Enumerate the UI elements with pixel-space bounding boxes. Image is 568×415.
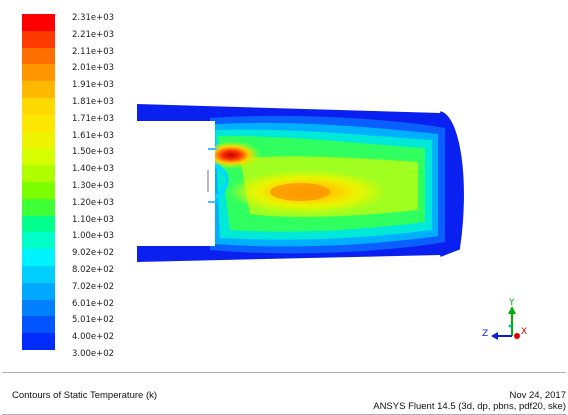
flame-front — [207, 141, 267, 169]
colorbar-segment — [22, 47, 55, 65]
z-axis-label: Z — [482, 329, 489, 339]
colorbar-label: 1.30e+03 — [72, 180, 115, 191]
plot-footer: Contours of Static Temperature (k) Nov 2… — [2, 372, 566, 415]
colorbar-segment — [22, 181, 55, 199]
colorbar — [22, 14, 55, 350]
colorbar-segment — [22, 198, 55, 216]
colorbar-label: 6.01e+02 — [72, 298, 115, 309]
inlet-jet — [215, 163, 229, 200]
y-axis-arrow — [508, 306, 516, 314]
colorbar-label: 1.20e+03 — [72, 197, 115, 208]
colorbar-label: 1.10e+03 — [72, 214, 115, 225]
y-axis-label: Y — [509, 298, 515, 308]
colorbar-label: 2.01e+03 — [72, 63, 115, 74]
x-axis-dot — [514, 333, 520, 339]
plot-title: Contours of Static Temperature (k) — [12, 390, 158, 401]
colorbar-segment — [22, 64, 55, 82]
colorbar-segment — [22, 30, 55, 48]
colorbar-segment — [22, 282, 55, 300]
colorbar-segment — [22, 265, 55, 283]
colorbar-label: 5.01e+02 — [72, 315, 115, 326]
origin-dot — [508, 324, 512, 328]
colorbar-segment — [22, 215, 55, 233]
colorbar-label: 1.00e+03 — [72, 231, 115, 242]
colorbar-label: 8.02e+02 — [72, 264, 115, 275]
colorbar-segment — [22, 114, 55, 132]
solver-version: ANSYS Fluent 14.5 (3d, dp, pbns, pdf20, … — [373, 401, 566, 412]
colorbar-label: 1.71e+03 — [72, 113, 115, 124]
inner-cutout — [137, 121, 215, 246]
colorbar-label: 1.50e+03 — [72, 147, 115, 158]
colorbar-label: 7.02e+02 — [72, 281, 115, 292]
hot-core-center — [270, 183, 330, 201]
colorbar-labels: 2.31e+03 2.21e+03 2.11e+03 2.01e+03 1.91e+03… — [72, 13, 114, 366]
axis-triad: Y Z X — [482, 298, 542, 350]
colorbar-label: 2.21e+03 — [72, 29, 115, 40]
colorbar-segment — [22, 299, 55, 317]
colorbar-label: 1.91e+03 — [72, 80, 115, 91]
colorbar-segment — [22, 14, 55, 31]
colorbar-segment — [22, 97, 55, 115]
colorbar-segment — [22, 165, 55, 182]
graphics-viewport[interactable]: 2.31e+03 2.21e+03 2.11e+03 2.01e+03 1.91e+03… — [0, 0, 568, 366]
colorbar-label: 1.61e+03 — [72, 130, 115, 141]
colorbar-segment — [22, 131, 55, 149]
colorbar-label: 1.81e+03 — [72, 96, 115, 107]
colorbar-label: 2.31e+03 — [72, 13, 115, 23]
axis-triad-graphic — [491, 306, 520, 340]
domain-outline — [439, 111, 464, 257]
temperature-contour-plot — [137, 104, 464, 262]
colorbar-segment — [22, 333, 55, 350]
colorbar-segment — [22, 148, 55, 166]
colorbar-segment — [22, 249, 55, 266]
colorbar-segment — [22, 232, 55, 250]
colorbar-label: 4.00e+02 — [72, 332, 115, 343]
colorbar-label: 3.00e+02 — [72, 348, 115, 359]
z-axis-arrow — [491, 332, 498, 340]
x-axis-label: X — [521, 327, 528, 337]
colorbar-label: 1.40e+03 — [72, 164, 115, 175]
colorbar-label: 2.11e+03 — [72, 46, 115, 57]
plot-date: Nov 24, 2017 — [509, 390, 566, 401]
colorbar-label: 9.02e+02 — [72, 248, 115, 259]
colorbar-segment — [22, 81, 55, 98]
colorbar-segment — [22, 316, 55, 334]
